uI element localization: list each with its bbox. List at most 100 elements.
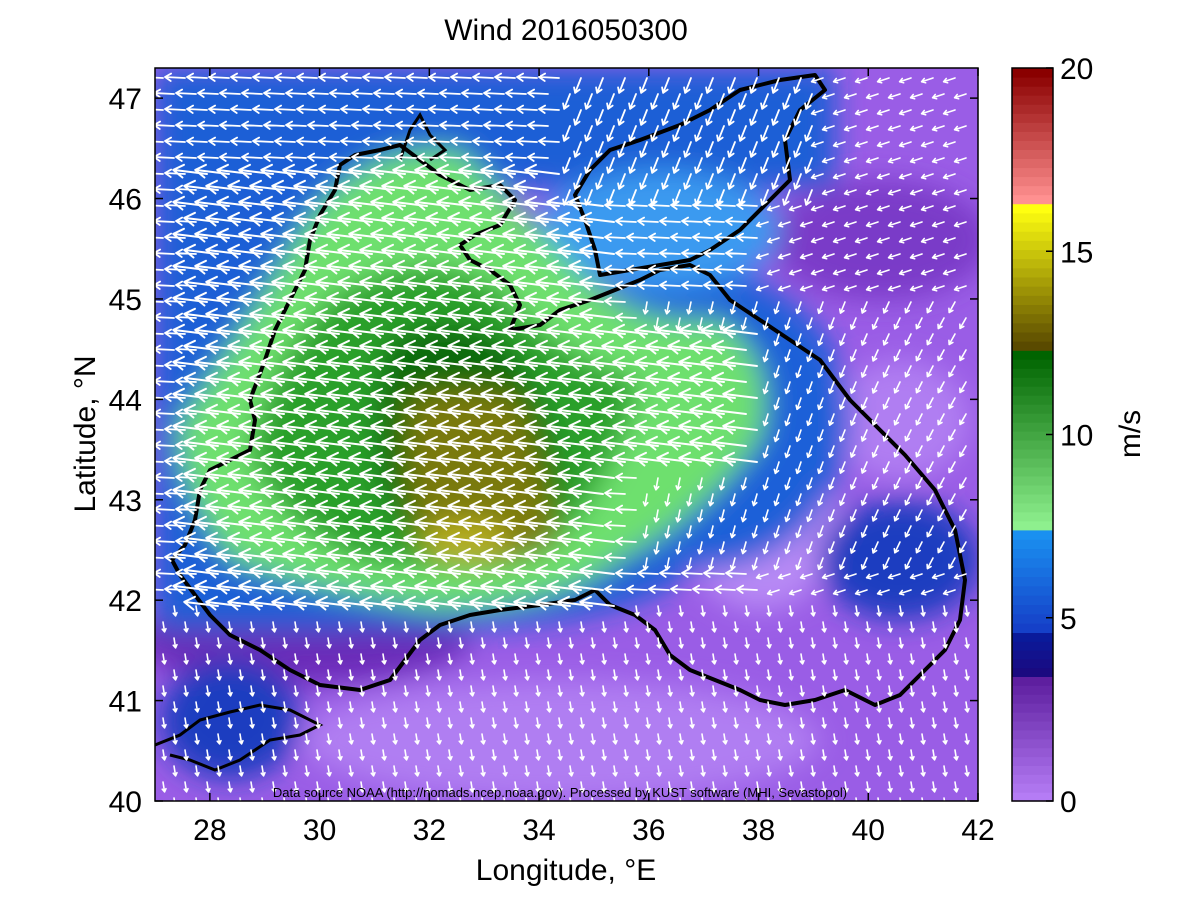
wind-arrow <box>777 221 791 228</box>
wind-arrow <box>832 637 838 649</box>
wind-arrow <box>205 243 241 259</box>
wind-arrow <box>904 365 912 378</box>
wind-arrow <box>727 109 736 126</box>
wind-arrow <box>854 77 868 84</box>
wind-arrow <box>381 211 417 227</box>
wind-arrow <box>282 291 318 307</box>
wind-arrow <box>722 765 728 777</box>
wind-arrow <box>645 685 651 697</box>
wind-arrow <box>729 493 736 507</box>
wind-arrow <box>315 243 351 259</box>
wind-arrow <box>502 355 538 371</box>
colorbar-swatch <box>1012 368 1053 378</box>
wind-arrow <box>414 419 450 435</box>
wind-arrow <box>164 360 186 370</box>
wind-arrow <box>164 264 186 274</box>
colorbar-swatch <box>1012 676 1053 686</box>
wind-arrow <box>568 419 604 435</box>
colorbar-swatch <box>1012 520 1053 531</box>
wind-arrow <box>219 88 241 98</box>
wind-arrow <box>795 525 802 539</box>
wind-arrow <box>639 173 648 190</box>
wind-arrow <box>337 371 373 387</box>
wind-arrow <box>843 717 849 729</box>
wind-arrow <box>849 317 857 330</box>
wind-arrow <box>381 499 417 515</box>
wind-arrow <box>183 685 189 697</box>
wind-arrow <box>725 248 747 258</box>
y-tick-label: 41 <box>109 686 142 719</box>
colorbar-swatch <box>1012 685 1053 695</box>
wind-arrow <box>931 221 945 228</box>
wind-arrow <box>425 749 431 761</box>
wind-arrow <box>480 355 516 371</box>
wind-arrow <box>821 221 835 228</box>
wind-arrow <box>909 285 923 292</box>
wind-arrow <box>348 259 384 275</box>
wind-arrow <box>194 515 230 531</box>
wind-arrow <box>678 765 684 777</box>
wind-arrow <box>887 189 901 196</box>
wind-arrow <box>557 403 593 419</box>
wind-arrow <box>573 173 582 190</box>
wind-arrow <box>865 157 879 164</box>
wind-arrow <box>469 467 505 483</box>
wind-arrow <box>414 323 450 339</box>
colorbar-swatch <box>1012 502 1053 513</box>
wind-arrow <box>557 339 593 355</box>
colorbar-swatch <box>1012 395 1053 405</box>
wind-arrow <box>557 499 593 515</box>
wind-arrow <box>568 195 604 211</box>
wind-arrow <box>183 403 219 419</box>
wind-arrow <box>271 211 307 227</box>
wind-arrow <box>172 515 208 531</box>
colorbar-swatch <box>1012 258 1053 269</box>
wind-arrow <box>821 685 827 697</box>
wind-arrow <box>216 765 222 777</box>
wind-arrow <box>838 557 846 570</box>
wind-arrow <box>821 285 835 292</box>
wind-arrow <box>904 333 912 346</box>
wind-arrow <box>738 157 747 174</box>
wind-arrow <box>318 136 340 146</box>
wind-arrow <box>241 88 263 98</box>
wind-arrow <box>604 488 626 498</box>
wind-arrow <box>898 269 912 276</box>
wind-arrow <box>524 259 560 275</box>
wind-arrow <box>381 781 387 793</box>
colorbar-swatch <box>1012 667 1053 677</box>
wind-arrow <box>904 397 912 410</box>
wind-arrow <box>183 781 189 793</box>
wind-arrow <box>604 200 626 210</box>
wind-arrow <box>175 568 197 578</box>
wind-arrow <box>513 467 549 483</box>
wind-arrow <box>502 515 538 531</box>
wind-arrow <box>359 371 395 387</box>
wind-arrow <box>931 717 937 729</box>
wind-arrow <box>590 733 596 745</box>
wind-arrow <box>326 579 362 595</box>
wind-arrow <box>282 259 318 275</box>
wind-arrow <box>304 195 340 211</box>
wind-arrow <box>817 429 824 443</box>
wind-arrow <box>810 733 816 745</box>
wind-arrow <box>194 195 230 211</box>
wind-vectors <box>155 72 970 801</box>
wind-arrow <box>480 733 486 745</box>
wind-arrow <box>612 355 648 371</box>
wind-arrow <box>920 605 926 617</box>
wind-arrow <box>675 541 682 555</box>
wind-arrow <box>513 499 549 515</box>
wind-arrow <box>260 483 296 499</box>
wind-arrow <box>876 269 890 276</box>
wind-arrow <box>216 227 252 243</box>
wind-arrow <box>931 285 945 292</box>
wind-arrow <box>727 141 736 158</box>
wind-arrow <box>227 685 233 697</box>
y-tick-label: 40 <box>109 786 142 819</box>
wind-arrow <box>722 419 758 435</box>
wind-arrow <box>657 797 660 801</box>
wind-arrow <box>579 435 615 451</box>
wind-arrow <box>876 141 890 148</box>
